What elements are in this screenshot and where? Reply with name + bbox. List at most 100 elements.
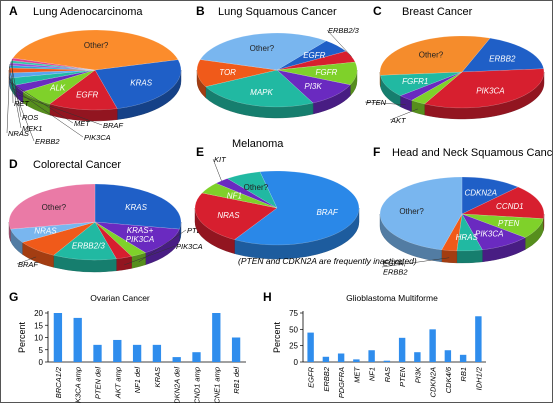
pie-label-pi3k: PI3K [304, 82, 322, 91]
bar-brca1-2 [54, 313, 62, 362]
pie-label-nras: NRAS [34, 227, 57, 236]
bar-rb1 [460, 355, 466, 362]
pie-label-pik3ca: PIK3CA [176, 242, 203, 251]
panel-title: Breast Cancer [402, 6, 473, 18]
panel-title: Lung Adenocarcinoma [33, 6, 143, 18]
panel-title: Head and Neck Squamous Cancer [392, 147, 553, 159]
pie-label-egfr-erbb2: EGFR,ERBB2 [383, 259, 408, 277]
x-tick-label: RB1 [459, 367, 468, 382]
pie-label-ccnd1: CCND1 [496, 202, 524, 211]
panel-letter: F [373, 145, 380, 159]
panel-letter: H [263, 290, 272, 304]
panel-letter: G [9, 290, 18, 304]
pie-label-erbb2-3: ERBB2/3 [328, 26, 360, 35]
x-tick-label: MET [352, 366, 361, 383]
pie-label-other: Other? [399, 207, 424, 216]
bar-met [353, 359, 359, 362]
pie-label-nras: NRAS [8, 129, 29, 138]
pie-label-met: MET [74, 119, 91, 128]
x-tick-label: CDK4/6 [444, 366, 453, 393]
x-tick-label: PI3K [413, 366, 422, 383]
x-tick-label: RAS [383, 367, 392, 382]
pie-label-nras: NRAS [217, 211, 240, 220]
pie-side-hras [457, 250, 483, 263]
chart-title: Ovarian Cancer [90, 293, 150, 303]
x-tick-label: ERBB2 [322, 366, 331, 391]
x-tick-label: CDKN2A del [173, 367, 182, 403]
pie-label-akt: AKT [390, 116, 407, 125]
x-tick-label: IDH1/2 [474, 366, 483, 390]
bar-rb1-del [232, 338, 240, 363]
bar-egfr [307, 333, 313, 362]
bar-pten [399, 338, 405, 362]
x-tick-label: NF1 [368, 367, 377, 381]
x-tick-label: RB1 del [232, 367, 241, 394]
y-tick-label: 75 [289, 309, 298, 318]
x-tick-label: KRAS [153, 367, 162, 387]
pie-label-ros: ROS [22, 113, 38, 122]
x-tick-label: AKT amp [113, 367, 122, 399]
y-tick-label: 0 [294, 358, 299, 367]
y-tick-label: 5 [39, 346, 44, 355]
y-tick-label: 20 [34, 309, 43, 318]
pie-label-nf1: NF1 [227, 192, 242, 201]
pie-label-pik3ca: PIK3CA [476, 87, 504, 96]
panel-title: Lung Squamous Cancer [218, 6, 337, 18]
pie-label-other: Other? [244, 183, 269, 192]
pie-label-egfr: EGFR [76, 91, 98, 100]
pie-label-pik3ca: PIK3CA [84, 133, 111, 142]
y-tick-label: 10 [34, 334, 43, 343]
bar-kras [153, 345, 161, 362]
bar-ccnd1-amp [192, 352, 200, 362]
x-tick-label: PTEN del [94, 367, 103, 399]
pie-label-ret: RET [14, 99, 30, 108]
bar-ras [384, 361, 390, 362]
pie-label-tor: TOR [219, 68, 236, 77]
bar-pik3ca-amp [74, 318, 82, 362]
panel-title: Colorectal Cancer [33, 159, 121, 171]
bar-pdgfra [338, 354, 344, 362]
bar-nf1 [368, 350, 374, 362]
bar-cdkn2a-del [173, 357, 181, 362]
y-axis-label: Percent [17, 321, 27, 353]
pie-label-kras-pik3ca: KRAS+PIK3CA [126, 226, 154, 244]
pie-label-braf: BRAF [316, 208, 338, 217]
pie-label-hras: HRAS [456, 233, 479, 242]
pie-label-mapk: MAPK [250, 88, 273, 97]
x-tick-label: CCND1 amp [193, 367, 202, 403]
bar-nf1-del [133, 345, 141, 362]
bar-pten-del [93, 345, 101, 362]
pie-label-egfr: EGFR [303, 51, 325, 60]
panel-title: Melanoma [232, 138, 284, 150]
panel-letter: C [373, 4, 382, 18]
y-tick-label: 25 [289, 342, 298, 351]
bar-cdkn2a [429, 329, 435, 362]
bar-erbb2 [323, 357, 329, 362]
x-tick-label: PDGFRA [337, 367, 346, 398]
pie-label-pten: PTEN [498, 219, 520, 228]
pie-label-fgfr1: FGFR1 [402, 77, 428, 86]
panel-letter: A [9, 4, 18, 18]
y-axis-label: Percent [272, 321, 282, 353]
x-tick-label: BRCA1/2 [54, 366, 63, 398]
panel-letter: B [196, 4, 205, 18]
pie-side-egfr-erbb2 [442, 250, 457, 263]
panel-letter: D [9, 157, 18, 171]
pie-label-erbb2-3: ERBB2/3 [72, 241, 105, 250]
bar-ccne1-amp [212, 313, 220, 362]
pie-label-pik3ca: PIK3CA [475, 229, 503, 238]
pie-label-braf: BRAF [103, 121, 123, 130]
pie-label-kras: KRAS [130, 78, 152, 87]
x-tick-label: CCNE1 amp [212, 367, 221, 403]
pie-label-other: Other? [250, 44, 275, 53]
x-tick-label: EGFR [307, 366, 316, 387]
x-tick-label: PTEN [398, 366, 407, 387]
chart-title: Glioblastoma Multiforme [346, 293, 438, 303]
bar-pi3k [414, 352, 420, 362]
pie-label-other: Other? [84, 41, 109, 50]
pie-label-alk: ALK [49, 84, 66, 93]
bar-cdk4-6 [445, 350, 451, 362]
y-tick-label: 0 [39, 358, 44, 367]
